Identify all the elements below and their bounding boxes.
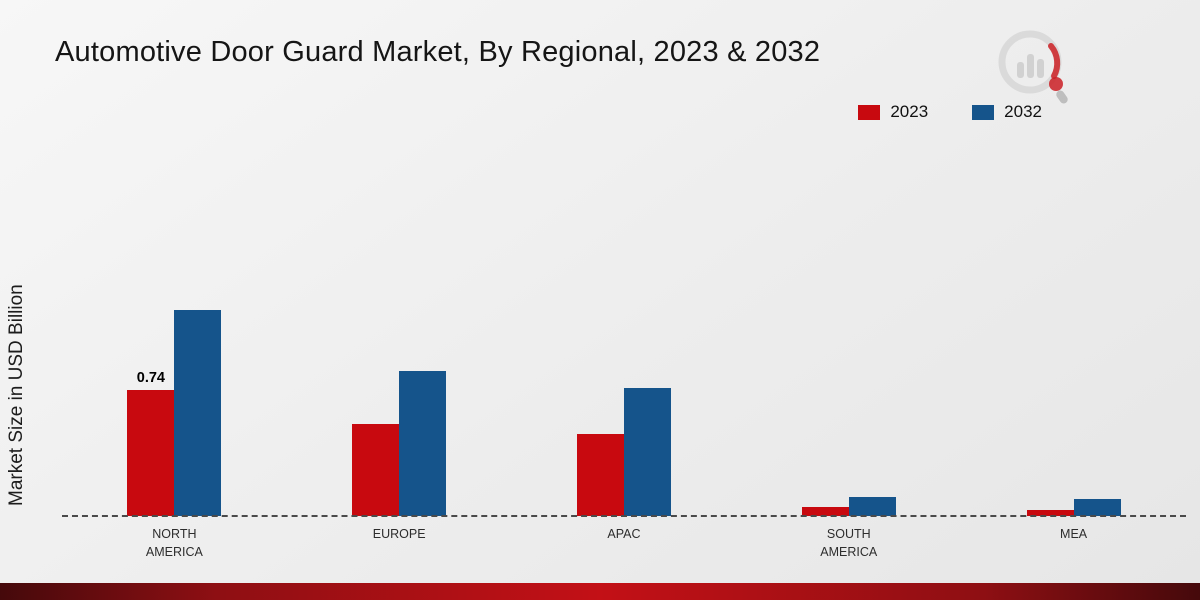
- legend: 2023 2032: [858, 102, 1042, 122]
- bar-2032-apac: [623, 388, 671, 516]
- bar-2032-mea: [1073, 499, 1121, 516]
- chart-title: Automotive Door Guard Market, By Regiona…: [55, 36, 821, 68]
- bar-2023-mea: [1026, 510, 1074, 516]
- bar-data-label: 0.74: [136, 370, 166, 386]
- category-group: APAC: [512, 286, 737, 541]
- plot-area: 0.74 NORTH AMERICA EUROPE APAC SOUTH AMERICA…: [62, 286, 1186, 559]
- legend-item-2032: 2032: [972, 102, 1042, 122]
- legend-item-2023: 2023: [858, 102, 928, 122]
- category-label: MEA: [1060, 527, 1088, 541]
- bar-2032-europe: [399, 371, 447, 516]
- brand-logo-icon: [998, 30, 1068, 104]
- category-label: APAC: [607, 527, 641, 541]
- bar-2023-apac: [576, 434, 624, 516]
- category-label: SOUTH AMERICA: [820, 527, 878, 559]
- bar-2023-south-america: [801, 507, 849, 516]
- bar-2032-north-america: [174, 310, 222, 516]
- category-group: EUROPE: [287, 286, 512, 541]
- category-group: 0.74 NORTH AMERICA: [62, 286, 287, 559]
- category-group: SOUTH AMERICA: [736, 286, 961, 559]
- x-axis-baseline: [62, 515, 1186, 517]
- bar-2023-europe: [352, 424, 400, 516]
- category-label: EUROPE: [372, 527, 426, 541]
- category-group: MEA: [961, 286, 1186, 541]
- bar-2023-north-america: 0.74: [127, 370, 175, 516]
- bar-2032-south-america: [848, 497, 896, 516]
- y-axis-label: Market Size in USD Billion: [6, 284, 27, 507]
- category-label: NORTH AMERICA: [145, 527, 203, 559]
- legend-label-2032: 2032: [1004, 102, 1042, 121]
- legend-swatch-2023: [858, 104, 881, 120]
- legend-label-2023: 2023: [890, 102, 929, 121]
- bottom-accent-bar: [0, 583, 1200, 600]
- legend-swatch-2032: [972, 104, 995, 120]
